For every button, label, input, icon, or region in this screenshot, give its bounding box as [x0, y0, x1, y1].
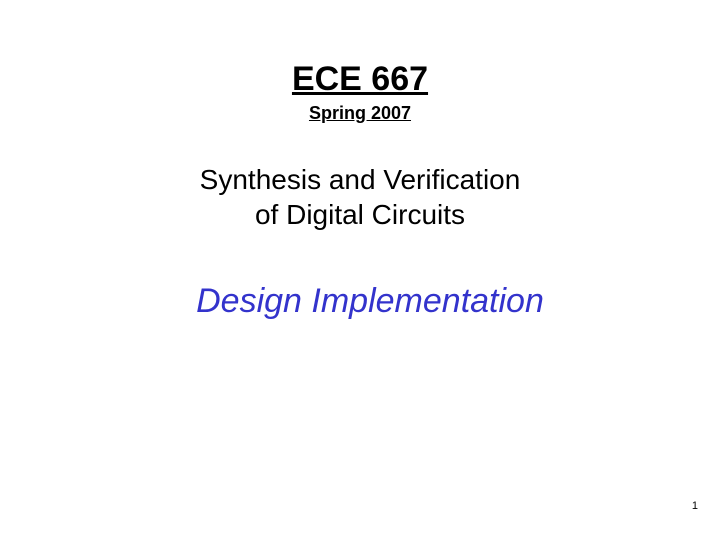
course-title-heading: Synthesis and Verification of Digital Ci…	[0, 162, 720, 232]
page-number-label: 1	[692, 500, 698, 512]
course-title-line-2: of Digital Circuits	[255, 199, 465, 230]
course-title-line-1: Synthesis and Verification	[200, 164, 521, 195]
semester-heading: Spring 2007	[0, 103, 720, 124]
course-code-heading: ECE 667	[0, 60, 720, 99]
slide-container: ECE 667 Spring 2007 Synthesis and Verifi…	[0, 0, 720, 540]
topic-title-heading: Design Implementation	[0, 282, 720, 321]
